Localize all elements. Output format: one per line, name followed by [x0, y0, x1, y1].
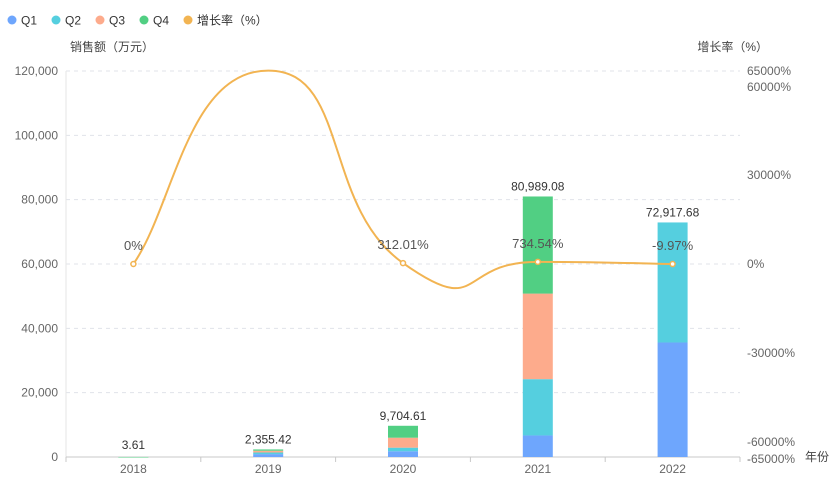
y-right-tick-label: 30000% — [747, 168, 791, 182]
growth-rate-line — [132, 69, 673, 290]
legend-item-label: Q3 — [109, 14, 125, 28]
y-left-tick-label: 80,000 — [21, 193, 58, 207]
x-tick-label: 2018 — [120, 462, 147, 476]
bar-q1-2022[interactable] — [657, 342, 688, 457]
bar-q1-2020[interactable] — [388, 451, 418, 457]
y-right-tick-label: -65000% — [747, 452, 795, 466]
x-tick-label: 2020 — [390, 462, 417, 476]
y-right-tick-label: 60000% — [747, 80, 791, 94]
bar-total-label: 3.61 — [122, 438, 146, 452]
x-tick-label: 2019 — [255, 462, 282, 476]
bar-q4-2018[interactable] — [118, 456, 149, 458]
bar-total-label: 80,989.08 — [511, 179, 565, 193]
legend-marker[interactable] — [139, 15, 149, 25]
legend-item-label: Q4 — [153, 14, 169, 28]
x-tick-label: 2022 — [659, 462, 686, 476]
y-left-tick-label: 120,000 — [15, 64, 59, 78]
growth-rate-label: 312.01% — [377, 237, 429, 252]
bar-q3-2020[interactable] — [388, 437, 418, 448]
bar-total-label: 2,355.42 — [245, 432, 292, 446]
y-left-tick-label: 100,000 — [15, 128, 59, 142]
growth-rate-point[interactable] — [130, 260, 137, 268]
y-left-tick-label: 20,000 — [21, 386, 58, 400]
bar-q4-2019[interactable] — [253, 449, 284, 451]
bar-q2-2021[interactable] — [522, 379, 553, 436]
y-left-tick-label: 40,000 — [21, 321, 58, 335]
y-right-axis-title: 增长率（%） — [697, 39, 768, 54]
x-axis-title: 年份 — [805, 450, 829, 464]
bar-q4-2021[interactable] — [522, 196, 553, 294]
legend-marker[interactable] — [7, 15, 17, 25]
bar-total-label: 9,704.61 — [380, 409, 427, 423]
bar-q2-2019[interactable] — [253, 452, 284, 455]
bar-q3-2019[interactable] — [253, 450, 284, 453]
y-left-tick-label: 0 — [51, 450, 58, 464]
y-left-tick-label: 60,000 — [21, 257, 58, 271]
y-right-tick-label: 65000% — [747, 64, 791, 78]
growth-rate-label: 0% — [124, 238, 143, 253]
bar-q3-2021[interactable] — [522, 293, 553, 380]
growth-rate-label: 734.54% — [512, 236, 564, 251]
y-right-tick-label: -60000% — [747, 435, 795, 449]
x-tick-label: 2021 — [524, 462, 551, 476]
bar-total-label: 72,917.68 — [646, 205, 700, 219]
growth-rate-point[interactable] — [399, 259, 407, 267]
y-right-tick-label: -30000% — [747, 346, 795, 360]
legend-item-label: 增长率（%） — [197, 13, 268, 28]
growth-rate-label: -9.97% — [652, 238, 694, 253]
bar-q1-2021[interactable] — [522, 435, 553, 457]
y-right-tick-label: 0% — [747, 257, 765, 271]
bar-q2-2020[interactable] — [388, 447, 418, 452]
growth-rate-point[interactable] — [669, 260, 676, 268]
legend-marker[interactable] — [95, 15, 105, 25]
bar-q4-2020[interactable] — [388, 425, 418, 438]
bar-q2-2022[interactable] — [657, 222, 688, 343]
legend-marker[interactable] — [51, 15, 61, 25]
legend-marker[interactable] — [183, 15, 193, 25]
legend-item-label: Q2 — [65, 14, 81, 28]
legend-item-label: Q1 — [21, 14, 37, 28]
growth-rate-point[interactable] — [534, 258, 542, 266]
y-left-axis-title: 销售额（万元） — [70, 39, 154, 54]
bar-q1-2019[interactable] — [253, 454, 284, 457]
